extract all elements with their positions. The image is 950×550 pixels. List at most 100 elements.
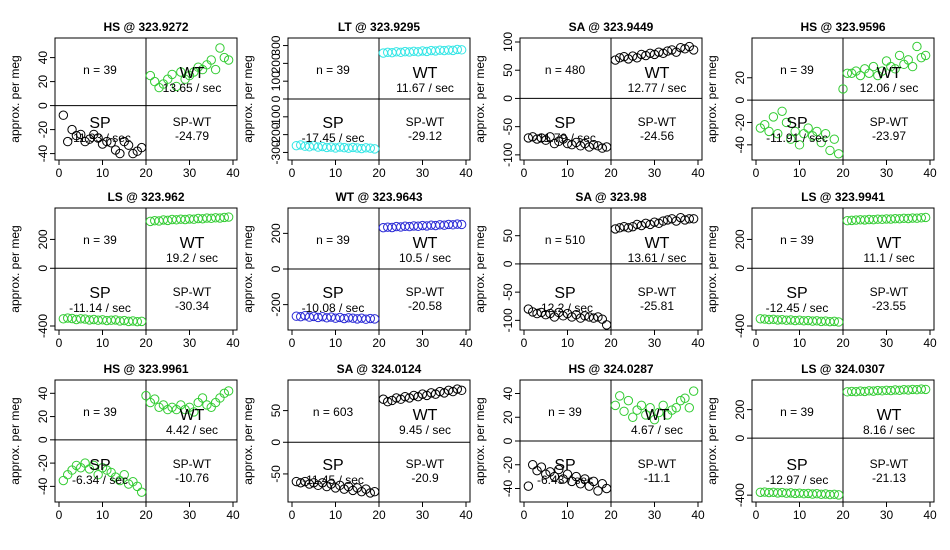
y-tick-label: -50	[501, 118, 515, 136]
data-point	[193, 62, 203, 72]
data-point	[764, 126, 774, 137]
x-tick-label: 0	[56, 166, 63, 180]
data-point	[549, 138, 560, 149]
y-tick-label: 0	[733, 434, 747, 441]
x-tick-label: 0	[289, 166, 296, 180]
sp-label: SP	[89, 115, 110, 132]
spwt-label: SP-WT	[870, 285, 909, 299]
data-point	[688, 45, 699, 55]
data-point	[833, 317, 844, 327]
x-tick-label: 0	[521, 508, 528, 522]
x-tick-label: 40	[226, 336, 240, 350]
data-point	[833, 490, 844, 500]
y-tick-label: -100	[501, 308, 515, 332]
y-tick-label: 20	[36, 410, 50, 424]
data-point	[571, 471, 581, 482]
sample-count: n = 39	[83, 405, 117, 419]
scatter-panel: LS @ 324.0307 0 10 20 30 40 -400 0 200 approx. pe…	[705, 362, 937, 522]
x-tick-label: 0	[753, 166, 760, 180]
x-tick-label: 0	[521, 166, 528, 180]
data-point	[912, 41, 922, 52]
y-axis-title: approx. per meg	[473, 55, 487, 142]
data-point	[71, 130, 82, 141]
data-point	[456, 385, 467, 396]
data-point	[528, 460, 538, 470]
sp-rate: -10.08 / sec	[302, 301, 365, 315]
x-tick-label: 30	[416, 166, 430, 180]
data-point	[365, 313, 375, 324]
x-tick-label: 40	[226, 166, 240, 180]
y-axis-title: approx. per meg	[8, 225, 22, 312]
y-tick-label: -200	[269, 122, 283, 146]
data-point	[597, 143, 607, 153]
data-point	[903, 55, 913, 65]
data-point	[588, 140, 599, 150]
y-tick-label: 50	[501, 63, 515, 77]
panel-title: LT @ 323.9295	[338, 20, 421, 34]
sp-rate: -17.45 / sec	[302, 131, 365, 145]
y-axis-title: approx. per meg	[473, 225, 487, 312]
data-point	[667, 405, 677, 415]
sp-rate: -6.34 / sec	[72, 473, 128, 487]
wt-rate: 19.2 / sec	[166, 251, 218, 265]
y-axis-title: approx. per meg	[473, 397, 487, 484]
wt-label: WT	[413, 235, 438, 252]
data-point	[215, 43, 225, 53]
scatter-panel: WT @ 323.9643 0 10 20 30 40 -200 0 200 approx. pe…	[241, 190, 473, 350]
sample-count: n = 39	[548, 405, 582, 419]
y-tick-label: 0	[269, 265, 283, 272]
data-point	[58, 475, 69, 486]
data-point	[541, 310, 551, 320]
data-point	[150, 76, 160, 87]
spwt-label: SP-WT	[638, 285, 677, 299]
data-point	[877, 66, 887, 76]
sample-count: n = 603	[313, 405, 354, 419]
data-point	[206, 55, 216, 65]
data-point	[773, 128, 783, 139]
data-point	[684, 214, 694, 224]
y-tick-label: -100	[501, 143, 515, 167]
data-point	[452, 384, 462, 394]
y-tick-label: -20	[36, 454, 50, 472]
data-point	[128, 148, 138, 159]
sp-label: SP	[89, 285, 110, 302]
data-point	[106, 138, 116, 148]
x-tick-label: 40	[691, 336, 705, 350]
spwt-label: SP-WT	[638, 115, 677, 129]
data-point	[141, 390, 151, 401]
data-point	[680, 393, 690, 403]
data-point	[760, 120, 770, 130]
y-tick-label: -200	[269, 292, 283, 316]
y-tick-label: -400	[733, 314, 747, 338]
data-point	[881, 56, 892, 66]
y-tick-label: 0	[36, 102, 50, 109]
data-point	[102, 136, 112, 147]
data-point	[829, 316, 839, 327]
data-point	[786, 134, 796, 144]
x-tick-label: 20	[139, 508, 153, 522]
scatter-panel: SA @ 323.98 0 10 20 30 40 -100 -50 0 50 approx. pe…	[473, 190, 705, 350]
spwt-label: SP-WT	[406, 115, 445, 129]
sp-rate: -11.93 / sec	[69, 131, 131, 145]
x-tick-label: 30	[880, 166, 894, 180]
x-tick-label: 10	[329, 166, 343, 180]
spwt-label: SP-WT	[870, 457, 909, 471]
data-point	[62, 313, 73, 323]
sp-label: SP	[322, 115, 343, 132]
panel-title: SA @ 324.0124	[337, 362, 422, 376]
data-point	[675, 395, 686, 406]
y-tick-label: 20	[36, 75, 50, 89]
y-tick-label: 0	[733, 96, 747, 103]
data-point	[365, 143, 375, 153]
x-tick-label: 30	[183, 508, 197, 522]
x-tick-label: 0	[56, 336, 63, 350]
x-tick-label: 30	[880, 508, 894, 522]
x-tick-label: 10	[329, 508, 343, 522]
x-tick-label: 40	[923, 336, 937, 350]
data-point	[219, 212, 230, 223]
spwt-value: -24.79	[175, 129, 209, 143]
panel-title: WT @ 323.9643	[335, 190, 422, 204]
sp-label: SP	[89, 457, 110, 474]
y-tick-label: 0	[501, 260, 515, 267]
data-point	[894, 50, 905, 61]
